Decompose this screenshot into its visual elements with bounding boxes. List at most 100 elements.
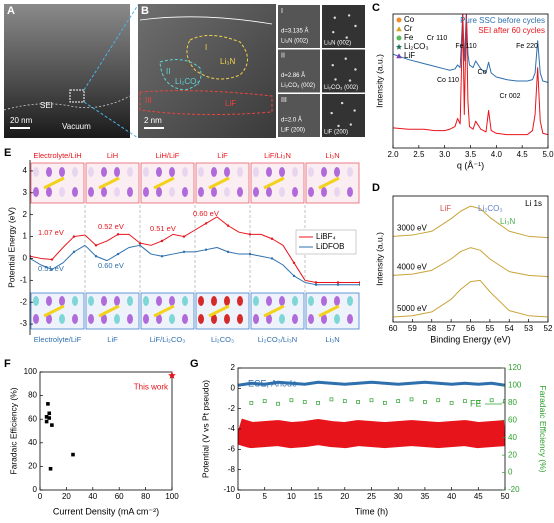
migration-arrow <box>318 304 340 318</box>
atom <box>59 167 65 177</box>
atom <box>88 187 94 197</box>
atom <box>198 296 204 306</box>
barrier-label: 1.07 eV <box>38 228 64 237</box>
legend-box <box>295 229 357 255</box>
zoom-line <box>83 101 139 139</box>
point <box>44 419 49 424</box>
atom <box>59 296 65 306</box>
fe-point <box>383 401 387 405</box>
vacuum-label: Vacuum <box>62 122 91 131</box>
atom <box>224 296 230 306</box>
x-axis-label: Time (h) <box>355 506 388 516</box>
migration-arrow <box>208 304 230 318</box>
atom <box>72 167 78 177</box>
bottom-label: LiF/Li₂CO₃ <box>150 335 186 344</box>
y-tick-label: -8 <box>228 465 236 474</box>
atom <box>114 296 120 306</box>
fft-spot <box>332 30 335 34</box>
panel-label: F <box>4 358 11 370</box>
panel-label: C <box>372 2 380 14</box>
fft-spot <box>348 79 352 82</box>
fft-plane: Li₂CO₃ (002) <box>324 85 358 91</box>
legend-marker <box>395 43 403 50</box>
series-label: 4000 eV <box>397 262 427 271</box>
chart-title: Li 1s <box>525 199 542 208</box>
fe-point <box>503 399 505 403</box>
x-tick-label: 59 <box>408 324 417 333</box>
atom <box>101 296 107 306</box>
panel-b: I II III Li₃N Li₂CO₃ LiF 2 nm B Id=3.135… <box>138 4 365 138</box>
atom <box>279 296 285 306</box>
top-label: LiF <box>217 151 228 160</box>
top-label: LiH <box>107 151 118 160</box>
x-tick-label: 50 <box>501 492 510 501</box>
legend-marker <box>396 26 402 32</box>
atom <box>292 167 298 177</box>
d-spacing: d=2.0 Å <box>281 117 302 124</box>
y-tick-label: -2 <box>20 297 28 306</box>
atom <box>156 167 162 177</box>
series-dot <box>314 281 318 284</box>
y-tick-label: 3 <box>23 188 28 197</box>
x-tick-label: 2.5 <box>413 150 425 159</box>
scale-label: 2 nm <box>144 116 162 125</box>
y-tick-label: 100 <box>24 367 38 376</box>
x-axis-label: Current Density (mA cm⁻²) <box>53 506 159 516</box>
atom <box>72 187 78 197</box>
series-dot <box>226 224 230 227</box>
x-tick-label: 54 <box>505 324 514 333</box>
highlight-point <box>168 371 176 379</box>
fft-spot <box>354 68 357 71</box>
barrier-label: 0.60 eV <box>193 209 219 218</box>
fft-spot <box>334 78 337 81</box>
series-label: FE <box>470 398 482 408</box>
bottom-label: LiF <box>107 335 118 344</box>
legend-entry: LiDFOB <box>316 242 344 251</box>
atom <box>143 314 149 324</box>
fe-point <box>249 401 254 405</box>
x-tick-label: 57 <box>447 324 456 333</box>
atom <box>182 314 188 324</box>
x-tick-label: 45 <box>474 492 483 501</box>
top-label: Electrolyte/LiH <box>33 151 81 160</box>
fe-point <box>409 397 414 402</box>
d-spacing: d=2.86 Å <box>281 72 305 79</box>
component-label: LiF <box>440 204 451 213</box>
inset-index: II <box>281 52 285 59</box>
y-tick-label: 0 <box>231 383 236 392</box>
y-tick-label: 0 <box>33 485 38 494</box>
atom <box>279 167 285 177</box>
plot-area <box>393 205 548 318</box>
lattice-image <box>278 94 320 137</box>
atom <box>224 187 230 197</box>
peak-label: Fe 220 <box>516 43 538 50</box>
fe-point <box>289 398 294 403</box>
atom <box>127 296 133 306</box>
x-tick-label: 20 <box>62 492 71 501</box>
tem-image <box>4 4 130 138</box>
migration-arrow <box>208 176 230 190</box>
fe-point <box>329 397 334 402</box>
atom <box>88 314 94 324</box>
atom <box>308 167 314 177</box>
atom <box>321 296 327 306</box>
x-tick-label: 55 <box>485 324 494 333</box>
atom <box>143 167 149 177</box>
x-tick-label: 60 <box>115 492 124 501</box>
y2-tick-label: 20 <box>508 450 517 459</box>
atom <box>308 187 314 197</box>
scale-label: 20 nm <box>10 116 33 125</box>
fe-point <box>262 399 267 403</box>
series-dot <box>50 258 54 261</box>
x-tick-label: 2.0 <box>387 150 399 159</box>
series-dot <box>248 252 252 256</box>
x-tick-label: 4.0 <box>491 150 503 159</box>
bottom-label: Electrolyte/LiF <box>34 335 82 344</box>
series-dot <box>270 257 274 260</box>
y-tick-label: 80 <box>28 391 37 400</box>
x-tick-label: 25 <box>367 492 376 501</box>
series-label: 3000 eV <box>397 223 427 232</box>
atom <box>266 187 272 197</box>
atom <box>308 314 314 324</box>
series-dot <box>116 252 120 256</box>
